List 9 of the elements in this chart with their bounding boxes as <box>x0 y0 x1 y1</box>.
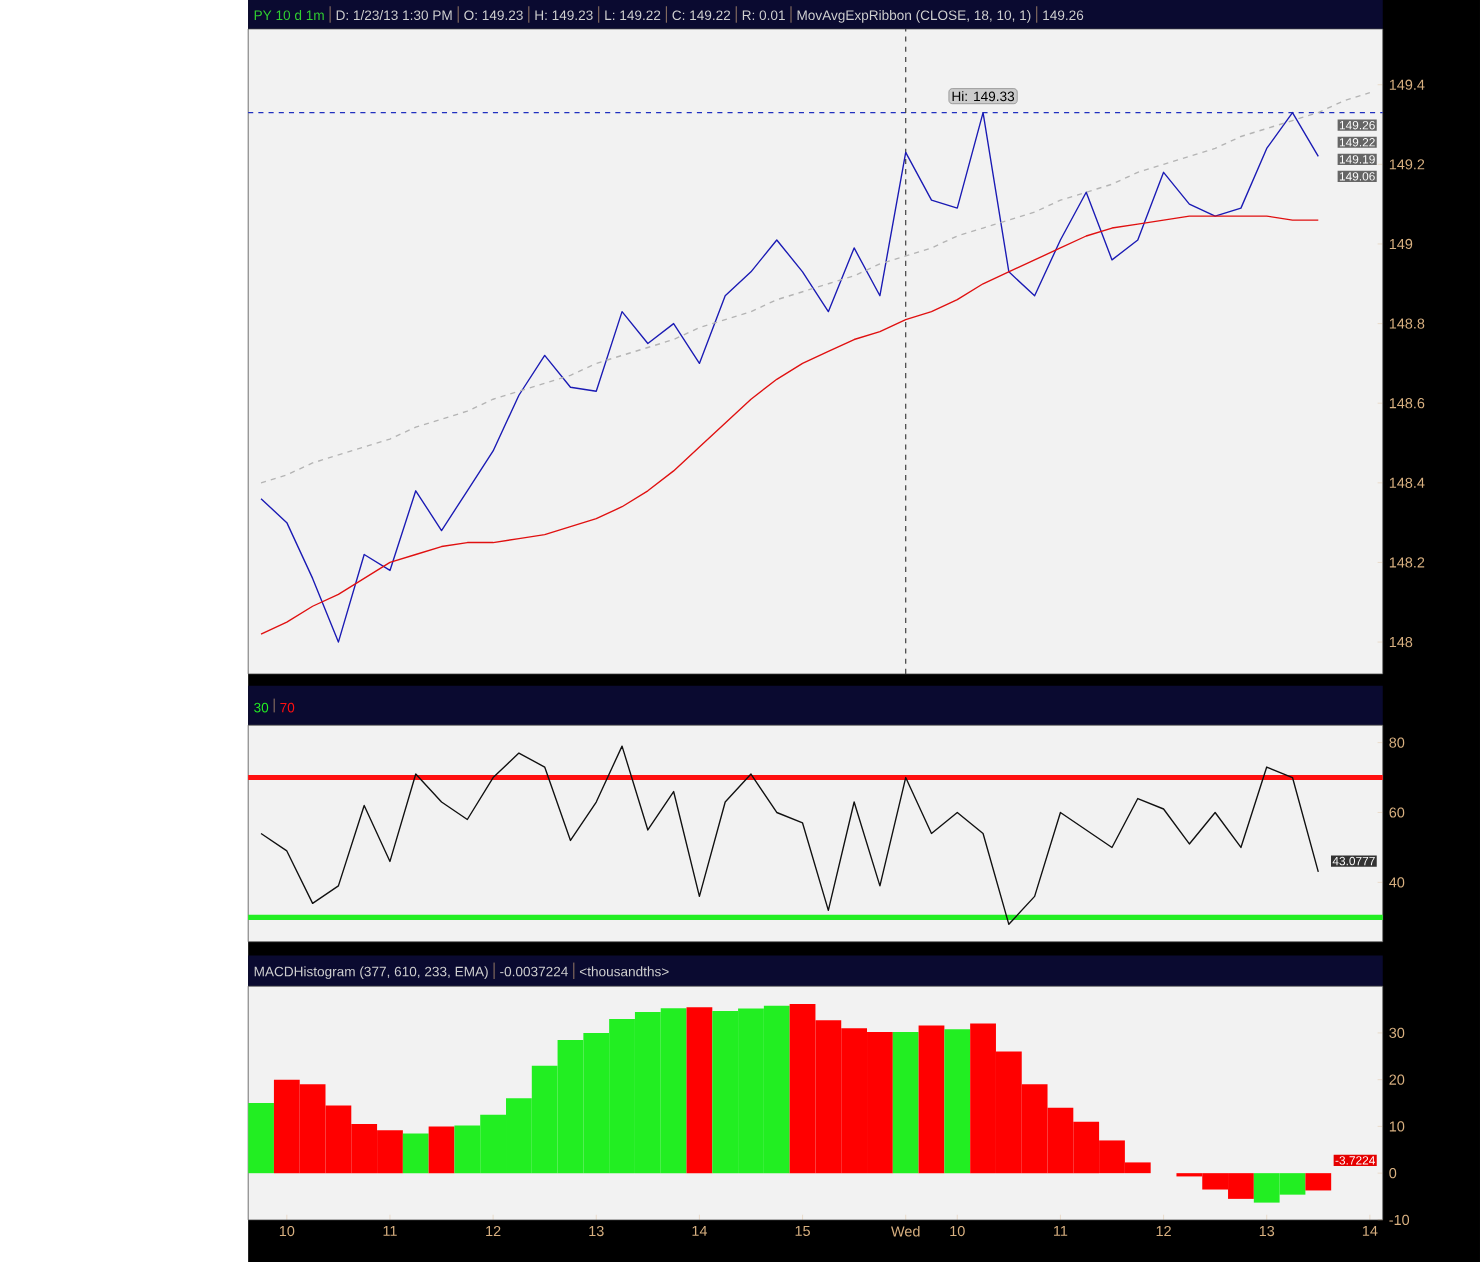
bar <box>428 1126 455 1173</box>
bar <box>402 1133 429 1173</box>
bar <box>248 1102 274 1173</box>
bar <box>1305 1172 1332 1191</box>
bar <box>918 1025 945 1173</box>
bar <box>686 1006 713 1173</box>
bar <box>944 1028 971 1173</box>
bar <box>892 1031 919 1173</box>
line-series <box>260 111 1319 643</box>
